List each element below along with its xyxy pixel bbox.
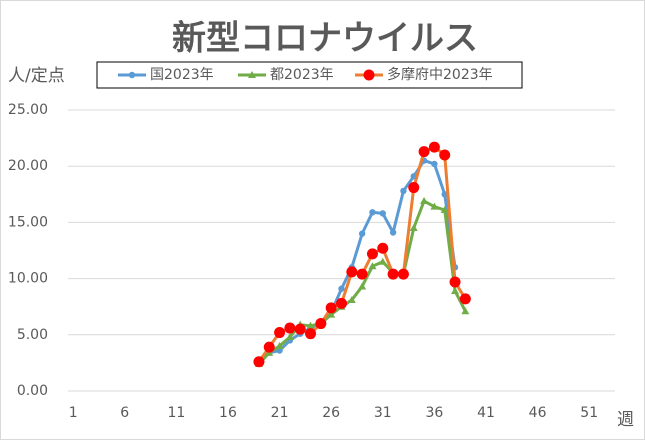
marker (430, 202, 439, 210)
legend-label: 都2023年 (270, 67, 334, 83)
x-tick-label: 16 (219, 405, 237, 421)
marker (248, 71, 256, 78)
marker (358, 230, 366, 237)
marker (439, 149, 451, 161)
marker (346, 266, 358, 278)
marker (387, 268, 399, 280)
legend-label: 多摩府中2023年 (387, 66, 493, 83)
marker (461, 307, 470, 315)
marker (305, 328, 317, 340)
marker (378, 257, 387, 265)
marker (459, 293, 471, 305)
marker (327, 310, 336, 318)
x-tick-label: 21 (271, 405, 289, 421)
y-axis-label: 人/定点 (8, 66, 65, 86)
marker (284, 322, 296, 334)
y-tick-label: 15.00 (8, 214, 48, 230)
legend-label: 国2023年 (150, 67, 214, 83)
marker (449, 276, 461, 288)
marker (409, 224, 418, 232)
marker (274, 327, 286, 339)
y-tick-label: 10.00 (8, 271, 48, 287)
x-tick-label: 41 (477, 405, 495, 421)
legend-box (96, 61, 523, 89)
marker (253, 356, 265, 368)
marker (275, 342, 284, 350)
x-tick-label: 51 (580, 405, 598, 421)
marker (389, 229, 397, 236)
x-tick-label: 26 (322, 405, 340, 421)
marker (428, 141, 440, 153)
y-tick-label: 20.00 (8, 158, 48, 174)
x-tick-label: 46 (529, 405, 547, 421)
marker (336, 297, 347, 309)
marker (397, 268, 409, 280)
marker (356, 268, 368, 280)
marker (285, 333, 294, 341)
y-tick-label: 0.00 (17, 383, 48, 399)
marker (420, 197, 429, 205)
marker (451, 286, 460, 294)
x-axis-label: 週 (617, 410, 634, 430)
marker (431, 160, 438, 168)
marker (358, 282, 367, 290)
marker (306, 321, 315, 329)
marker (368, 262, 377, 270)
y-tick-label: 5.00 (17, 327, 48, 343)
marker (363, 69, 375, 81)
y-tick-label: 25.00 (8, 102, 48, 118)
marker (400, 187, 407, 195)
marker (347, 295, 356, 303)
marker (325, 302, 337, 314)
marker (315, 318, 327, 330)
marker (338, 285, 345, 292)
x-tick-label: 1 (69, 405, 78, 421)
marker (263, 341, 275, 353)
marker (377, 242, 389, 254)
marker (418, 146, 430, 158)
marker (369, 209, 376, 216)
chart-title: 新型コロナウイルス (172, 19, 478, 59)
marker (128, 71, 136, 79)
marker (294, 323, 306, 335)
x-tick-label: 31 (374, 405, 392, 421)
marker (440, 206, 449, 214)
marker (408, 182, 420, 194)
x-tick-label: 36 (425, 405, 443, 421)
marker (366, 248, 378, 260)
x-tick-label: 6 (120, 405, 129, 421)
marker (379, 210, 386, 217)
x-tick-label: 11 (167, 405, 185, 421)
